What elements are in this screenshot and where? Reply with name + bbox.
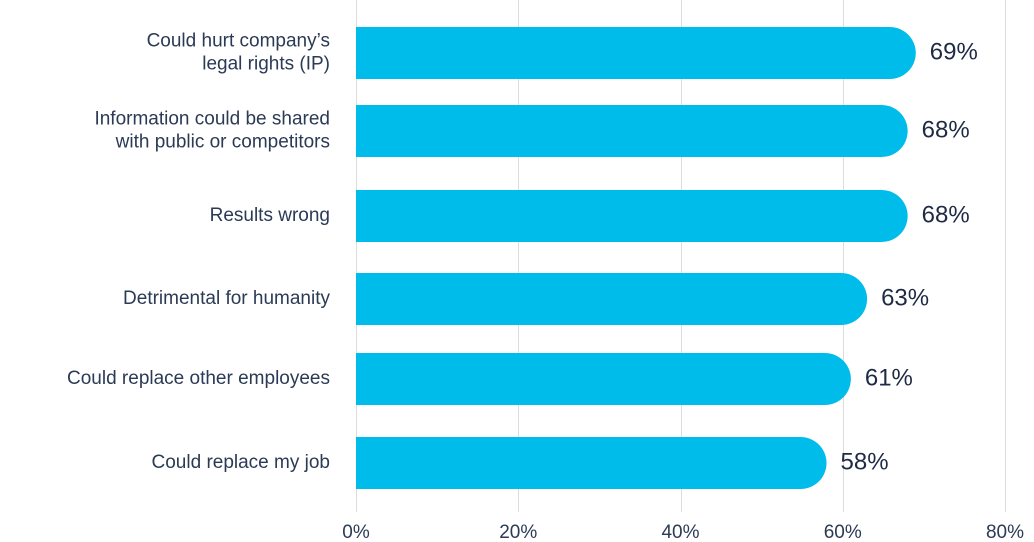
x-tick-label: 40% (661, 522, 699, 542)
bar (356, 27, 916, 79)
bar-value-label: 69% (930, 38, 978, 65)
category-label: Results wrong (210, 205, 330, 226)
category-label: with public or competitors (115, 132, 330, 153)
bar (356, 437, 827, 489)
x-tick-label: 20% (499, 522, 537, 542)
bar (356, 353, 851, 405)
bar (356, 273, 868, 325)
bar (356, 105, 908, 157)
category-label: Information could be shared (94, 109, 330, 130)
value-labels: 69% 68% 68% 63% 61% 58% (841, 38, 978, 475)
category-label: legal rights (IP) (202, 54, 330, 75)
x-tick-label: 60% (824, 522, 862, 542)
category-label: Detrimental for humanity (123, 288, 330, 309)
bar-value-label: 68% (922, 201, 970, 228)
grid (356, 0, 1006, 512)
bar (356, 190, 908, 242)
x-tick-label: 0% (342, 522, 370, 542)
category-label: Could hurt company’s (147, 31, 330, 52)
bar-value-label: 68% (922, 116, 970, 143)
x-tick-label: 80% (986, 522, 1024, 542)
category-label: Could replace my job (152, 452, 330, 473)
bar-value-label: 63% (881, 284, 929, 311)
bars (356, 27, 916, 489)
bar-value-label: 61% (865, 364, 913, 391)
category-label: Could replace other employees (67, 368, 330, 389)
bar-value-label: 58% (841, 448, 889, 475)
x-axis-ticks: 0% 20% 40% 60% 80% (342, 522, 1024, 542)
